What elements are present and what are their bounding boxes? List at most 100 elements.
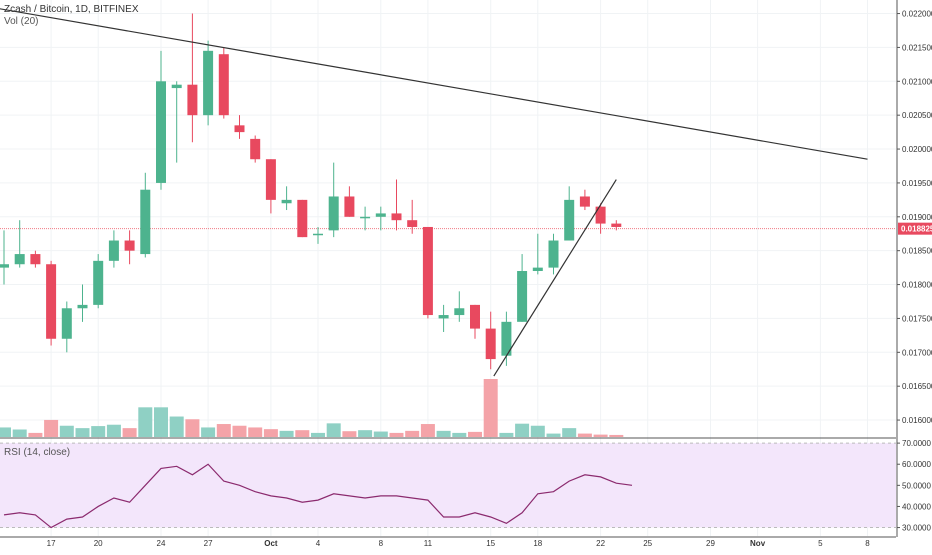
volume-bar [609,434,624,437]
candle-body [77,304,88,309]
time-axis-label: 29 [706,539,715,548]
rsi-axis-label: 70.0000 [902,439,931,448]
candle-body [328,196,339,231]
volume-bar [12,429,27,437]
volume-bar [44,419,59,437]
rsi-legend: RSI (14, close) [4,447,71,458]
candle-body [391,213,402,221]
candle-body [313,233,323,236]
volume-bar [530,425,545,437]
volume-bar [185,419,200,437]
last-price-badge [898,222,932,235]
candle-body [93,260,104,305]
volume-bar [154,407,168,437]
time-axis-label: 27 [204,539,213,548]
volume-bar [0,427,11,437]
candle-body [611,223,622,227]
candle-body [124,240,135,251]
time-axis-label: 11 [424,539,433,548]
time-axis-label: 18 [533,539,542,548]
candle-body [375,213,386,217]
time-axis-label: 4 [316,539,321,548]
volume-bar [232,425,247,437]
candle-body [485,328,496,360]
candle-body [171,84,182,89]
candle-body [422,226,433,316]
volume-bar [546,433,561,437]
volume-bar [59,425,74,437]
candle-body [187,84,198,116]
candle-body [438,315,449,319]
candle-body [548,240,559,268]
volume-bar [216,424,231,437]
volume-bar [562,428,577,437]
candle-body [218,54,229,116]
candle-body [595,206,606,224]
volume-bar [515,423,530,437]
rsi-axis-label: 40.0000 [902,502,931,511]
last-price-label: 0.018825 [901,225,932,234]
time-axis-label: Oct [264,539,278,548]
candle-body [140,189,151,255]
volume-bar [405,430,420,437]
time-axis-label: Nov [750,539,766,548]
candle-body [344,196,355,217]
support-trendline [493,179,617,377]
volume-bar [436,430,451,437]
volume-bar [28,432,43,437]
candle-body [281,199,292,204]
volume-bar [106,424,121,437]
candle-body [234,125,245,133]
candle-body [203,50,214,116]
rsi-axis-label: 60.0000 [902,460,931,469]
volume-bar [169,416,184,437]
volume-bar [295,430,310,437]
volume-bar [420,424,435,437]
time-axis-label: 5 [818,539,823,548]
candle-body [156,81,166,183]
volume-bar [577,433,592,437]
volume-bar [122,428,137,437]
volume-bar [326,423,341,437]
time-axis-label: 8 [865,539,870,548]
candle-body [532,267,543,272]
rsi-axis-label: 30.0000 [902,524,931,533]
candle-body [470,304,480,329]
time-axis-label: 15 [486,539,495,548]
volume-bar [452,432,467,437]
volume-bar [593,434,608,437]
volume-bar [373,431,388,437]
chart-title: Zcash / Bitcoin, 1D, BITFINEX [4,4,139,15]
time-axis-label: 8 [379,539,384,548]
candle-body [407,220,418,227]
volume-bar [263,429,278,437]
time-axis-label: 17 [47,539,56,548]
rsi-axis-label: 50.0000 [902,481,931,490]
candle-body [30,254,41,265]
candle-body [108,240,119,261]
time-axis-label: 25 [643,539,652,548]
candle-body [265,159,276,200]
volume-bar [358,430,373,437]
candle-body [579,196,590,207]
candle-body [14,254,25,265]
time-axis-label: 20 [94,539,103,548]
candle-body [517,271,528,322]
resistance-trendline [0,8,868,160]
volume-bar [279,430,294,437]
candle-body [564,199,575,241]
time-axis-label: 24 [157,539,166,548]
rsi-band [0,443,896,528]
candle-body [454,308,465,316]
rsi-line [3,463,633,529]
volume-bar [342,431,357,437]
